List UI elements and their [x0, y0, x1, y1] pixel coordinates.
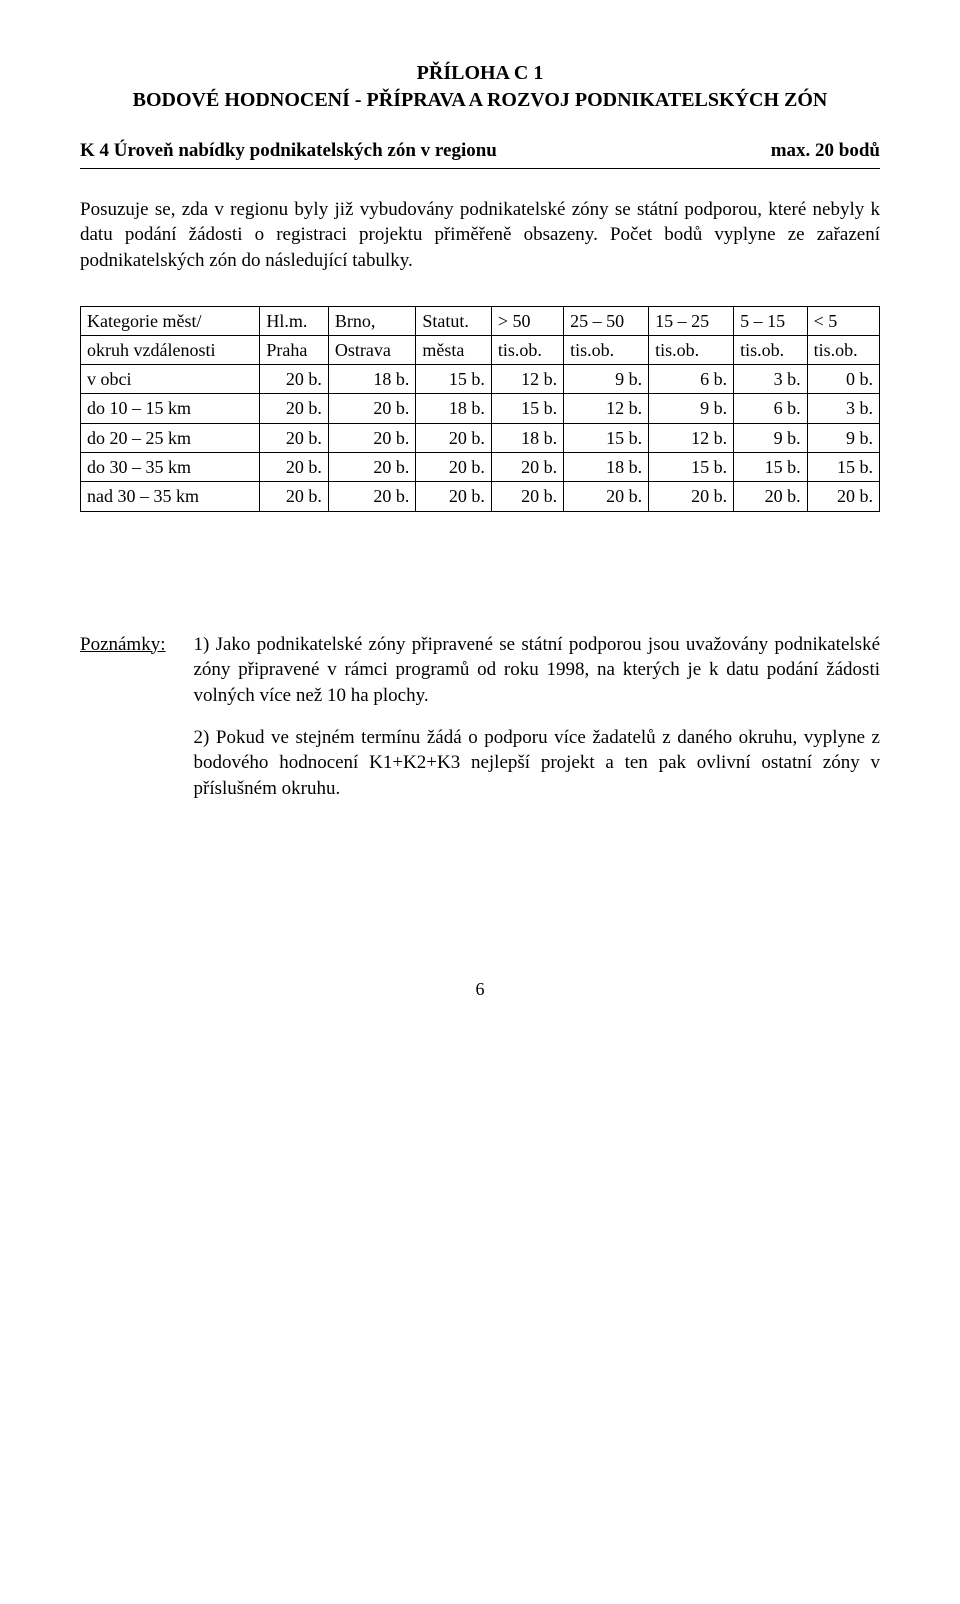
header-cell: 5 – 15	[734, 306, 808, 335]
cell: 9 b.	[734, 423, 808, 452]
cell: 18 b.	[328, 365, 415, 394]
header-cell: Ostrava	[328, 335, 415, 364]
header-line-1: PŘÍLOHA C 1	[80, 60, 880, 87]
header-cell: 25 – 50	[564, 306, 649, 335]
cell: 9 b.	[649, 394, 734, 423]
notes-label: Poznámky:	[80, 632, 166, 818]
cell: 20 b.	[328, 394, 415, 423]
table-row: do 20 – 25 km 20 b. 20 b. 20 b. 18 b. 15…	[81, 423, 880, 452]
cell: 18 b.	[564, 453, 649, 482]
table-header-row-bottom: okruh vzdálenosti Praha Ostrava města ti…	[81, 335, 880, 364]
cell: 12 b.	[564, 394, 649, 423]
header-cell: > 50	[491, 306, 563, 335]
cell: 12 b.	[649, 423, 734, 452]
row-label: do 30 – 35 km	[81, 453, 260, 482]
cell: 20 b.	[807, 482, 879, 511]
cell: 15 b.	[734, 453, 808, 482]
cell: 15 b.	[649, 453, 734, 482]
header-cell: < 5	[807, 306, 879, 335]
row-label: v obci	[81, 365, 260, 394]
notes-block: Poznámky: 1) Jako podnikatelské zóny při…	[80, 632, 880, 818]
cell: 20 b.	[260, 423, 329, 452]
cell: 20 b.	[416, 423, 491, 452]
header-cell: Brno,	[328, 306, 415, 335]
header-cell: Praha	[260, 335, 329, 364]
cell: 20 b.	[734, 482, 808, 511]
header-cell: okruh vzdálenosti	[81, 335, 260, 364]
row-label: do 10 – 15 km	[81, 394, 260, 423]
cell: 15 b.	[491, 394, 563, 423]
cell: 20 b.	[491, 453, 563, 482]
cell: 20 b.	[328, 423, 415, 452]
cell: 6 b.	[649, 365, 734, 394]
header-cell: tis.ob.	[807, 335, 879, 364]
section-max: max. 20 bodů	[771, 138, 880, 164]
cell: 6 b.	[734, 394, 808, 423]
page-header: PŘÍLOHA C 1 BODOVÉ HODNOCENÍ - PŘÍPRAVA …	[80, 60, 880, 114]
header-cell: tis.ob.	[734, 335, 808, 364]
notes-body: 1) Jako podnikatelské zóny připravené se…	[194, 632, 881, 818]
cell: 18 b.	[416, 394, 491, 423]
table-row: nad 30 – 35 km 20 b. 20 b. 20 b. 20 b. 2…	[81, 482, 880, 511]
cell: 12 b.	[491, 365, 563, 394]
cell: 15 b.	[416, 365, 491, 394]
cell: 20 b.	[260, 453, 329, 482]
cell: 15 b.	[807, 453, 879, 482]
cell: 18 b.	[491, 423, 563, 452]
header-cell: 15 – 25	[649, 306, 734, 335]
cell: 20 b.	[416, 482, 491, 511]
cell: 20 b.	[491, 482, 563, 511]
table-row: do 30 – 35 km 20 b. 20 b. 20 b. 20 b. 18…	[81, 453, 880, 482]
cell: 20 b.	[260, 482, 329, 511]
cell: 9 b.	[807, 423, 879, 452]
section-title: K 4 Úroveň nabídky podnikatelských zón v…	[80, 138, 497, 164]
note-item: 1) Jako podnikatelské zóny připravené se…	[194, 632, 881, 709]
header-cell: Kategorie měst/	[81, 306, 260, 335]
note-item: 2) Pokud ve stejném termínu žádá o podpo…	[194, 725, 881, 802]
page-number: 6	[80, 977, 880, 1001]
header-line-2: BODOVÉ HODNOCENÍ - PŘÍPRAVA A ROZVOJ POD…	[80, 87, 880, 114]
header-cell: Hl.m.	[260, 306, 329, 335]
cell: 9 b.	[564, 365, 649, 394]
intro-paragraph: Posuzuje se, zda v regionu byly již vybu…	[80, 197, 880, 274]
cell: 20 b.	[649, 482, 734, 511]
header-cell: města	[416, 335, 491, 364]
header-cell: tis.ob.	[491, 335, 563, 364]
cell: 20 b.	[328, 482, 415, 511]
cell: 20 b.	[260, 394, 329, 423]
cell: 20 b.	[328, 453, 415, 482]
table-row: v obci 20 b. 18 b. 15 b. 12 b. 9 b. 6 b.…	[81, 365, 880, 394]
row-label: nad 30 – 35 km	[81, 482, 260, 511]
cell: 20 b.	[564, 482, 649, 511]
cell: 20 b.	[416, 453, 491, 482]
table-row: do 10 – 15 km 20 b. 20 b. 18 b. 15 b. 12…	[81, 394, 880, 423]
cell: 0 b.	[807, 365, 879, 394]
section-heading-row: K 4 Úroveň nabídky podnikatelských zón v…	[80, 138, 880, 169]
cell: 3 b.	[807, 394, 879, 423]
scoring-table: Kategorie měst/ Hl.m. Brno, Statut. > 50…	[80, 306, 880, 512]
cell: 15 b.	[564, 423, 649, 452]
header-cell: Statut.	[416, 306, 491, 335]
cell: 3 b.	[734, 365, 808, 394]
cell: 20 b.	[260, 365, 329, 394]
header-cell: tis.ob.	[564, 335, 649, 364]
table-header-row-top: Kategorie měst/ Hl.m. Brno, Statut. > 50…	[81, 306, 880, 335]
row-label: do 20 – 25 km	[81, 423, 260, 452]
header-cell: tis.ob.	[649, 335, 734, 364]
